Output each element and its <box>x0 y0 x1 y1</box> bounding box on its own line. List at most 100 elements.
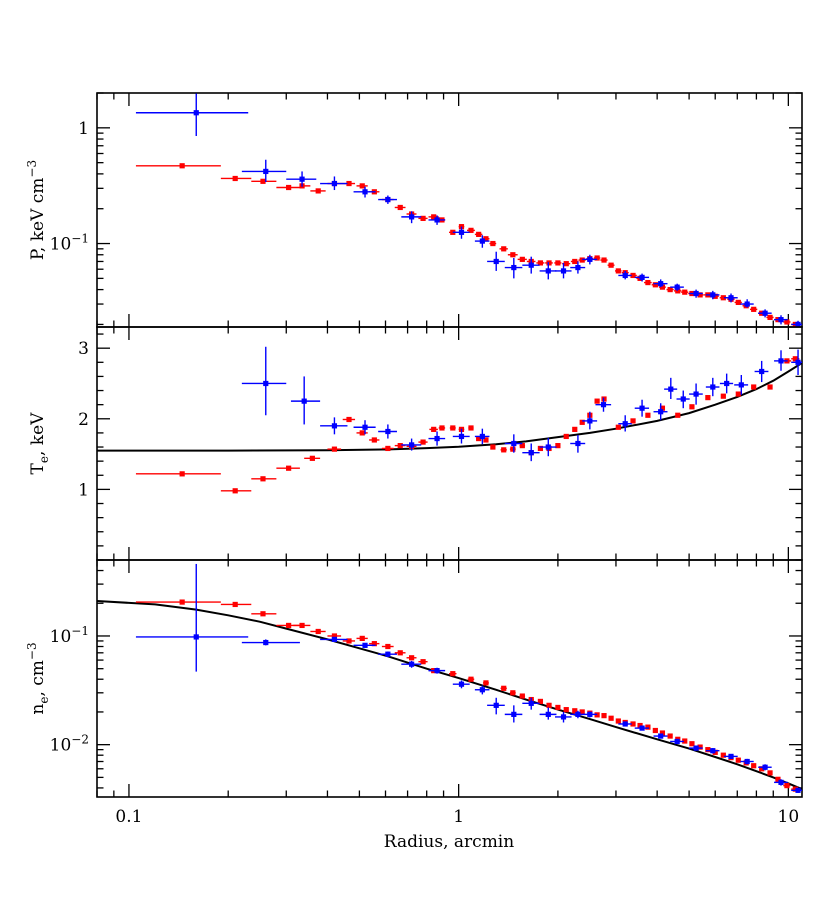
red-point <box>751 384 757 390</box>
red-point <box>356 183 368 189</box>
blue-point-marker <box>710 748 716 754</box>
red-point-marker <box>645 412 651 418</box>
red-point-marker <box>309 455 315 461</box>
red-point <box>369 437 380 443</box>
red-point-marker <box>315 628 321 635</box>
red-point-marker <box>594 398 600 404</box>
red-point-marker <box>659 730 666 736</box>
red-point-marker <box>767 314 773 320</box>
red-point <box>429 426 438 432</box>
red-point-marker <box>510 690 516 696</box>
red-point-marker <box>286 184 292 191</box>
red-point-marker <box>601 257 607 263</box>
red-point-marker <box>490 444 496 450</box>
blue-point-marker <box>693 391 699 397</box>
red-point <box>490 444 496 450</box>
red-point-marker <box>579 709 585 715</box>
red-point-marker <box>409 655 415 661</box>
blue-point-marker <box>528 700 534 706</box>
y-tick-label: 10−1 <box>50 624 89 647</box>
red-point-marker <box>563 707 569 713</box>
blue-point-marker <box>362 424 368 430</box>
red-point-marker <box>501 246 507 252</box>
red-point <box>251 178 277 184</box>
red-point <box>500 447 507 453</box>
red-point <box>645 412 651 418</box>
red-point-marker <box>751 763 757 769</box>
y-axis-title-density: ne, cm−3 <box>25 642 51 714</box>
red-point <box>766 314 774 320</box>
red-point-marker <box>615 718 621 724</box>
red-point-marker <box>397 204 403 211</box>
blue-point <box>504 258 523 279</box>
blue-point-marker <box>193 110 199 116</box>
blue-point <box>705 377 720 397</box>
red-point <box>563 707 569 713</box>
blue-point <box>320 176 348 191</box>
red-point-marker <box>615 424 621 430</box>
red-point-marker <box>232 488 238 494</box>
red-point <box>509 690 516 696</box>
blue-point <box>653 733 668 739</box>
red-point-marker <box>751 384 757 390</box>
red-point <box>418 659 428 665</box>
red-point <box>299 183 311 189</box>
red-point <box>418 215 428 221</box>
blue-point-marker <box>560 268 567 274</box>
blue-point <box>758 309 772 318</box>
blue-point <box>378 651 397 658</box>
red-point <box>555 443 561 449</box>
red-point-marker <box>767 770 773 776</box>
red-point <box>783 783 791 789</box>
red-point-marker <box>397 650 403 656</box>
blue-point <box>452 226 470 239</box>
y-tick-label: 1 <box>78 480 89 500</box>
y-tick-label: 10−1 <box>50 232 89 255</box>
blue-point <box>539 262 557 280</box>
blue-point-marker <box>674 738 680 745</box>
red-point-marker <box>608 715 614 721</box>
red-point <box>697 744 703 750</box>
red-point <box>572 426 578 432</box>
blue-point <box>353 186 376 198</box>
y-axis-title-temperature: Te, keV <box>28 412 51 475</box>
blue-point-marker <box>724 380 730 387</box>
red-point <box>381 445 394 452</box>
red-point-marker <box>179 599 185 605</box>
blue-point-marker <box>587 711 593 717</box>
red-point-marker <box>735 391 741 397</box>
blue-point <box>724 293 738 303</box>
red-point <box>356 635 368 641</box>
red-point-marker <box>759 766 765 772</box>
blue-point <box>774 315 788 325</box>
blue-point-marker <box>479 687 485 693</box>
red-point-marker <box>615 268 621 274</box>
blue-point-marker <box>263 168 269 175</box>
blue-point-marker <box>587 256 593 262</box>
red-point-marker <box>572 258 578 265</box>
red-point-marker <box>682 289 688 295</box>
panel-temperature: 1 2 3 Te, keV <box>28 326 803 561</box>
red-point-marker <box>299 622 305 629</box>
red-point-marker <box>697 292 703 298</box>
blue-point <box>791 320 802 327</box>
red-point-marker <box>431 214 437 220</box>
red-point-marker <box>286 622 292 629</box>
red-point-marker <box>594 712 600 718</box>
red-point <box>500 685 507 691</box>
red-point <box>327 446 342 452</box>
red-point-marker <box>420 215 426 221</box>
red-point <box>251 476 277 482</box>
y-tick-label: 3 <box>78 339 89 359</box>
red-point <box>251 611 277 617</box>
red-point-marker <box>572 708 578 714</box>
blue-point <box>474 685 490 695</box>
red-point <box>537 698 544 705</box>
blue-point <box>290 376 321 425</box>
red-point-marker <box>689 404 695 410</box>
red-point <box>652 727 658 734</box>
red-point-marker <box>468 227 474 233</box>
red-point-marker <box>697 744 703 750</box>
red-point <box>615 268 622 274</box>
